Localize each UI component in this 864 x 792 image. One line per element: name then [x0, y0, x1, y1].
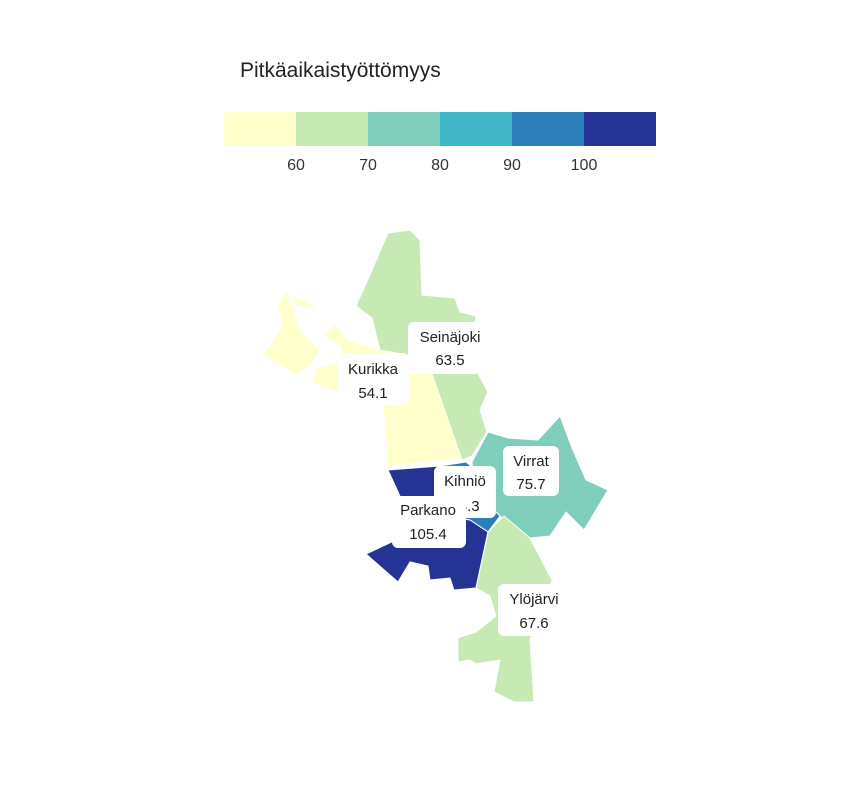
label-seinajoki-name: Seinäjoki — [420, 329, 481, 346]
legend-bin-6 — [584, 112, 656, 146]
label-kurikka: Kurikka 54.1 — [337, 353, 409, 405]
label-ylojarvi: Ylöjärvi 67.6 — [498, 584, 570, 636]
label-parkano-name: Parkano — [400, 502, 456, 519]
legend-bin-3 — [368, 112, 440, 146]
legend-tick-90: 90 — [503, 157, 521, 174]
region-labels: Kurikka 54.1 Seinäjoki 63.5 Virrat 75.7 … — [337, 322, 570, 636]
legend-colorbar — [224, 112, 656, 146]
label-ylojarvi-value: 67.6 — [519, 615, 548, 632]
legend-bin-4 — [440, 112, 512, 146]
legend-tick-80: 80 — [431, 157, 449, 174]
label-ylojarvi-name: Ylöjärvi — [509, 591, 558, 608]
label-parkano: Parkano 105.4 — [392, 496, 466, 548]
legend-tick-100: 100 — [571, 157, 598, 174]
legend-bin-2 — [296, 112, 368, 146]
label-virrat: Virrat 75.7 — [503, 446, 559, 496]
label-kihnio-name: Kihniö — [444, 473, 486, 490]
legend-tick-70: 70 — [359, 157, 377, 174]
label-seinajoki: Seinäjoki 63.5 — [408, 322, 492, 374]
label-parkano-value: 105.4 — [409, 526, 447, 543]
label-kurikka-value: 54.1 — [358, 385, 387, 402]
legend-tick-60: 60 — [287, 157, 305, 174]
legend-bin-5 — [512, 112, 584, 146]
label-virrat-value: 75.7 — [516, 476, 545, 493]
legend-title: Pitkäaikaistyöttömyys — [240, 59, 441, 82]
label-kurikka-name: Kurikka — [348, 361, 399, 378]
label-virrat-name: Virrat — [513, 453, 549, 470]
label-seinajoki-value: 63.5 — [435, 352, 464, 369]
legend-ticks: 60 70 80 90 100 — [287, 157, 597, 174]
legend-bin-1 — [224, 112, 296, 146]
